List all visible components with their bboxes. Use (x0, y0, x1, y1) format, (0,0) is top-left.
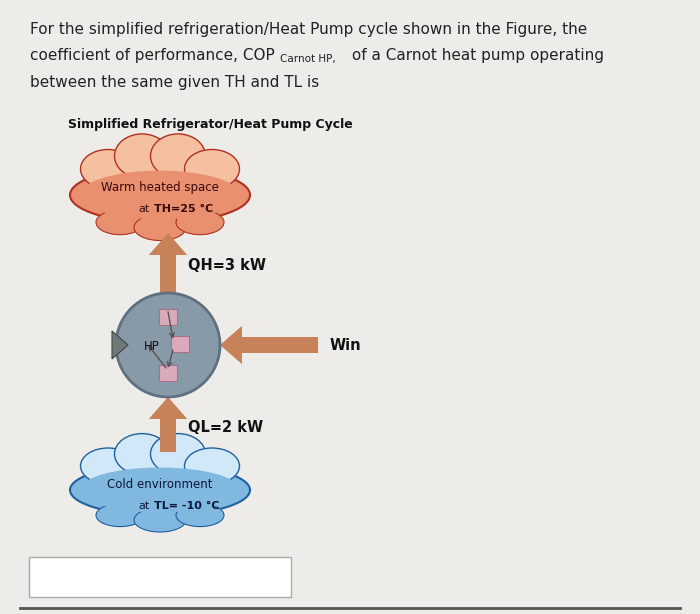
FancyBboxPatch shape (159, 365, 177, 381)
Ellipse shape (150, 134, 206, 178)
Text: For the simplified refrigeration/Heat Pump cycle shown in the Figure, the: For the simplified refrigeration/Heat Pu… (30, 22, 587, 37)
Ellipse shape (70, 465, 250, 516)
Ellipse shape (185, 149, 239, 188)
Text: Win: Win (330, 338, 362, 352)
Ellipse shape (96, 504, 144, 527)
Ellipse shape (80, 448, 136, 484)
Text: QH=3 kW: QH=3 kW (188, 257, 266, 273)
Ellipse shape (96, 210, 144, 235)
Ellipse shape (80, 149, 136, 188)
Polygon shape (112, 331, 128, 359)
Circle shape (116, 293, 220, 397)
Text: TH=25 °C: TH=25 °C (154, 204, 214, 214)
Text: of a Carnot heat pump operating: of a Carnot heat pump operating (347, 48, 604, 63)
Ellipse shape (70, 168, 250, 223)
Text: Cold environment: Cold environment (107, 478, 213, 491)
Ellipse shape (185, 448, 239, 484)
Ellipse shape (115, 433, 169, 475)
Text: Warm heated space: Warm heated space (101, 181, 219, 193)
FancyBboxPatch shape (29, 557, 291, 597)
Ellipse shape (80, 171, 240, 219)
Ellipse shape (115, 134, 169, 178)
Ellipse shape (150, 433, 206, 475)
Ellipse shape (80, 467, 240, 513)
Text: Simplified Refrigerator/Heat Pump Cycle: Simplified Refrigerator/Heat Pump Cycle (68, 118, 353, 131)
Ellipse shape (176, 210, 224, 235)
Ellipse shape (134, 214, 186, 241)
Text: at: at (139, 501, 150, 511)
Ellipse shape (176, 504, 224, 527)
Text: at: at (139, 204, 150, 214)
Polygon shape (149, 233, 187, 293)
Text: HP: HP (144, 341, 160, 354)
FancyBboxPatch shape (171, 336, 189, 352)
Ellipse shape (134, 508, 186, 532)
Text: TL= -10 °C: TL= -10 °C (154, 501, 220, 511)
FancyBboxPatch shape (159, 309, 177, 325)
Text: coefficient of performance, COP: coefficient of performance, COP (30, 48, 274, 63)
Text: Carnot HP,: Carnot HP, (280, 54, 336, 64)
Polygon shape (220, 326, 318, 364)
Text: QL=2 kW: QL=2 kW (188, 419, 263, 435)
Text: between the same given TH and TL is: between the same given TH and TL is (30, 75, 319, 90)
Polygon shape (149, 397, 187, 452)
